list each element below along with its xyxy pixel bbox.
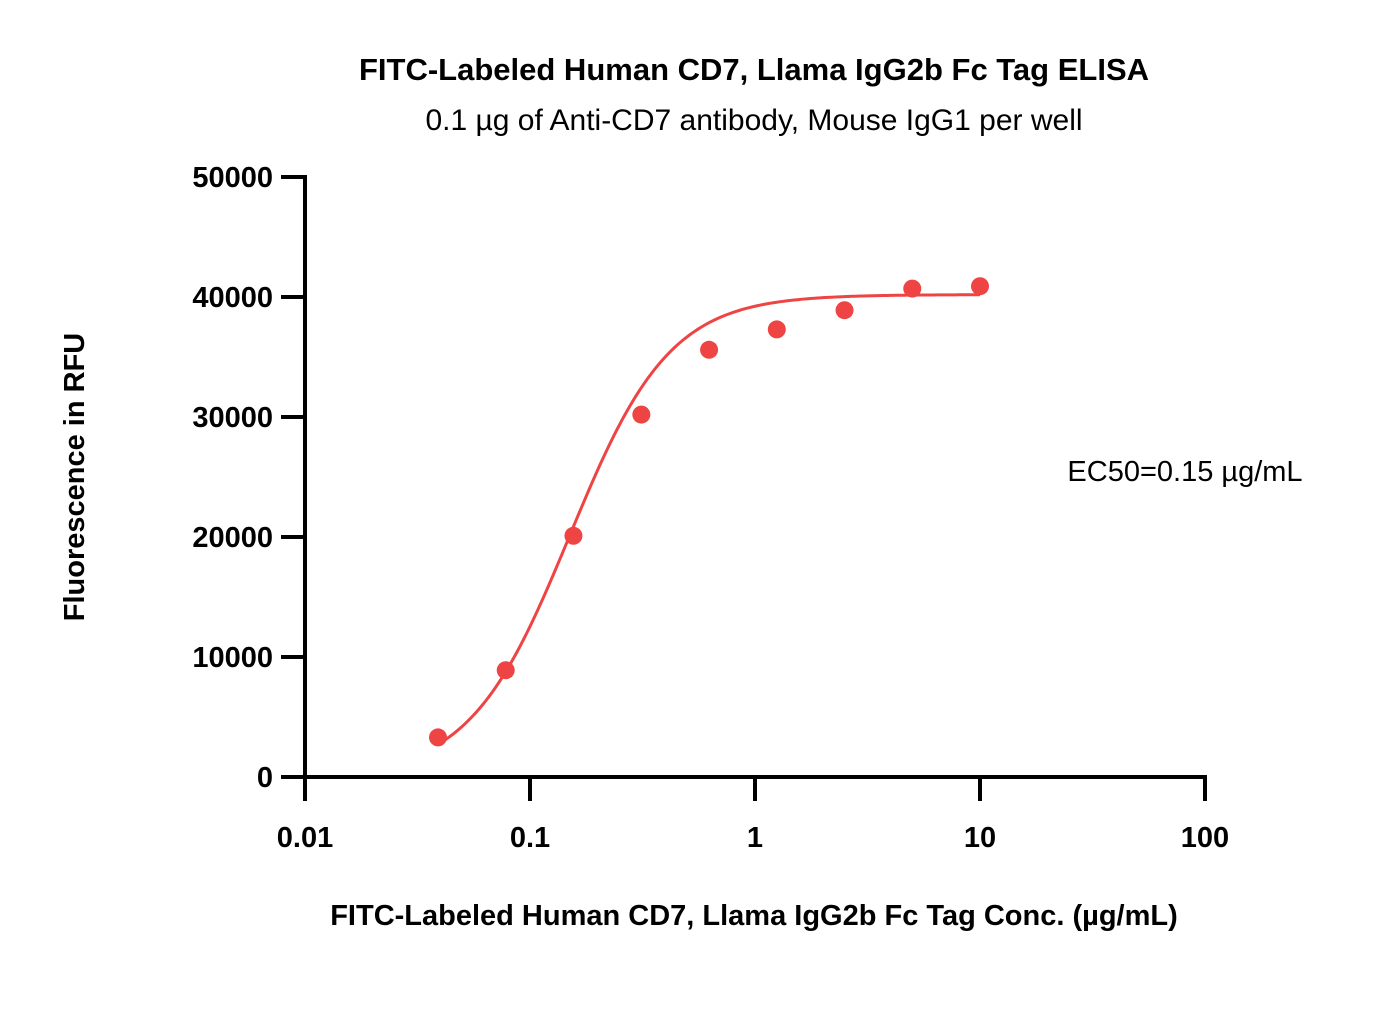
data-point xyxy=(971,277,989,296)
x-tick-label: 100 xyxy=(1181,822,1229,854)
y-tick-label: 30000 xyxy=(192,402,273,434)
y-tick-label: 40000 xyxy=(192,282,273,314)
data-points xyxy=(428,277,989,747)
data-point xyxy=(496,661,515,680)
x-tick-label: 10 xyxy=(964,822,996,854)
data-point xyxy=(767,320,786,339)
ec50-annotation: EC50=0.15 µg/mL xyxy=(1067,456,1302,488)
y-tick-label: 20000 xyxy=(192,522,273,554)
data-point xyxy=(632,405,651,424)
data-point xyxy=(428,728,447,747)
chart-subtitle: 0.1 µg of Anti-CD7 antibody, Mouse IgG1 … xyxy=(425,104,1082,137)
chart-title: FITC-Labeled Human CD7, Llama IgG2b Fc T… xyxy=(359,52,1149,87)
x-tick-label: 1 xyxy=(747,822,763,854)
data-point xyxy=(700,340,719,359)
data-point xyxy=(903,279,922,298)
y-tick-label: 50000 xyxy=(192,162,273,194)
fit-curve xyxy=(437,293,981,746)
x-tick-label: 0.1 xyxy=(510,822,550,854)
data-point xyxy=(564,526,583,545)
y-tick-label: 10000 xyxy=(192,642,273,674)
y-tick-label: 0 xyxy=(257,762,273,794)
y-axis-label: Fluorescence in RFU xyxy=(59,333,91,621)
x-axis: 0.01 0.1 1 10 100 xyxy=(277,775,1229,854)
data-point xyxy=(835,301,854,320)
y-axis: 0 10000 20000 30000 40000 50000 xyxy=(192,162,307,794)
x-axis-label: FITC-Labeled Human CD7, Llama IgG2b Fc T… xyxy=(330,900,1178,932)
x-tick-label: 0.01 xyxy=(277,822,333,854)
